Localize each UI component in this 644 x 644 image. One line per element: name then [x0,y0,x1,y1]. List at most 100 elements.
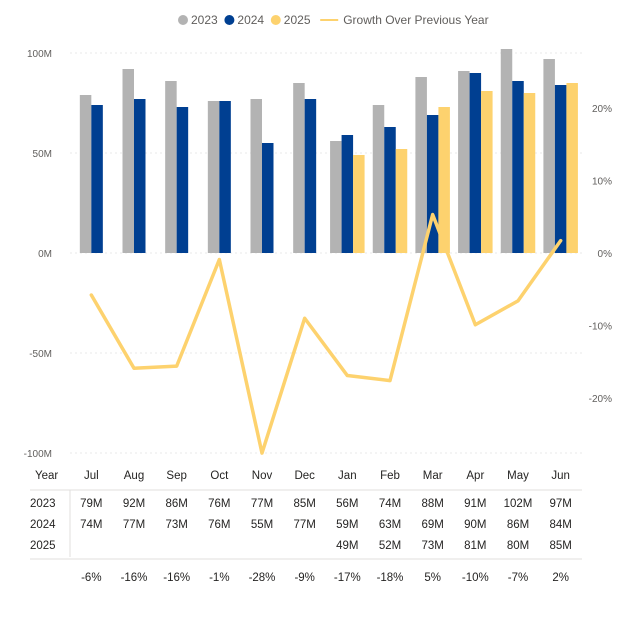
table-cell: 49M [336,540,358,552]
table-cell: 102M [504,498,533,510]
table-cell: 52M [379,540,401,552]
growth-cell: -6% [81,572,101,584]
y-left-tick-label: 50M [33,149,52,160]
table-cell: 55M [251,519,273,531]
table-cell: 90M [464,519,486,531]
legend-label-2024: 2024 [237,13,264,27]
table-cell: 73M [165,519,187,531]
bar-2024-jun [554,85,567,253]
table-cell: 77M [123,519,145,531]
legend-marker-2025 [270,15,281,25]
growth-cell: -18% [377,572,404,584]
bar-2024-apr [469,73,482,253]
growth-cell: -1% [209,572,229,584]
bar-2025-jan [353,155,365,253]
growth-point [345,374,349,378]
legend-label-2025: 2025 [284,13,311,27]
table-cell: 56M [336,498,358,510]
bar-2025-jun [566,83,578,253]
bar-2024-aug [134,99,146,253]
bar-2024-feb [384,127,396,253]
legend-label-growth: Growth Over Previous Year [343,13,488,27]
bar-2024-dec [304,99,317,253]
table-cell: 79M [80,498,102,510]
growth-point [175,364,179,368]
bar-2023-jun [543,59,555,253]
table-cell: 88M [421,498,443,510]
growth-cell: 5% [424,572,441,584]
y-right-tick-label: -10% [589,322,612,333]
table-cell: 97M [549,498,571,510]
bar-2023-mar [415,77,427,253]
table-row-label: 2023 [30,498,56,510]
table-cell: 76M [208,498,230,510]
table-cell: 86M [165,498,187,510]
legend-marker-2023 [178,15,188,25]
table-cell: 76M [208,519,230,531]
x-tick-label-sep: Sep [166,470,186,482]
y-left-tick-label: 100M [27,49,52,60]
table-cell: 84M [549,519,571,531]
bar-2024-may [512,81,524,253]
growth-line [89,212,563,455]
table-cell: 74M [80,519,102,531]
legend-marker-2024 [224,15,235,25]
x-tick-label-feb: Feb [380,470,400,482]
growth-point [260,451,264,455]
table-cell: 77M [251,498,273,510]
bar-2023-sep [165,81,177,253]
table-cell: 85M [293,498,315,510]
bar-2023-jul [79,95,92,253]
growth-cell: -16% [121,572,148,584]
data-table: Year Jul Aug Sep Oct Nov Dec Jan Feb Mar Apr May Jun… [30,470,582,584]
table-header-label: Year [35,470,58,482]
growth-point [559,239,563,243]
table-cell: 81M [464,540,486,552]
table-cell: 59M [336,519,358,531]
y-right-tick-label: 10% [592,177,612,188]
table-cell: 80M [507,540,529,552]
legend-label-2023: 2023 [191,13,218,27]
growth-cell: -28% [249,572,276,584]
y-left-tick-label: 0M [38,249,52,260]
table-cell: 73M [421,540,443,552]
x-tick-label-nov: Nov [252,470,273,482]
table-row-label: 2024 [30,519,56,531]
bar-2024-mar [426,115,439,253]
bar-2024-sep [176,107,189,253]
bar-2023-dec [293,83,305,253]
table-cell: 74M [379,498,401,510]
bar-2025-mar [438,107,450,253]
x-tick-label-mar: Mar [423,470,443,482]
bar-2025-apr [481,91,493,253]
x-tick-label-aug: Aug [124,470,144,482]
bar-2023-nov [250,99,262,253]
table-cell: 86M [507,519,529,531]
table-cell: 63M [379,519,401,531]
x-tick-label-jul: Jul [84,470,99,482]
y-right-tick-label: -20% [589,394,612,405]
growth-cell: -10% [462,572,489,584]
bar-2024-jan [341,135,354,253]
growth-point [303,316,307,320]
growth-point [132,366,136,370]
bar-2023-may [500,49,513,253]
x-tick-label-jun: Jun [551,470,570,482]
table-cell: 91M [464,498,486,510]
bar-2023-aug [122,69,134,253]
growth-point [473,323,477,327]
table-row-label: 2025 [30,540,56,552]
y-left-tick-label: -50M [29,349,52,360]
bar-2024-oct [219,101,231,253]
x-tick-label-oct: Oct [210,470,229,482]
x-tick-label-dec: Dec [294,470,315,482]
bar-2025-may [523,93,536,253]
legend: 2023 2024 2025 Growth Over Previous Year [178,13,489,27]
growth-cell: -9% [294,572,314,584]
table-cell: 77M [293,519,315,531]
growth-point [431,213,435,217]
x-tick-label-may: May [507,470,529,482]
x-tick-label-jan: Jan [338,470,357,482]
